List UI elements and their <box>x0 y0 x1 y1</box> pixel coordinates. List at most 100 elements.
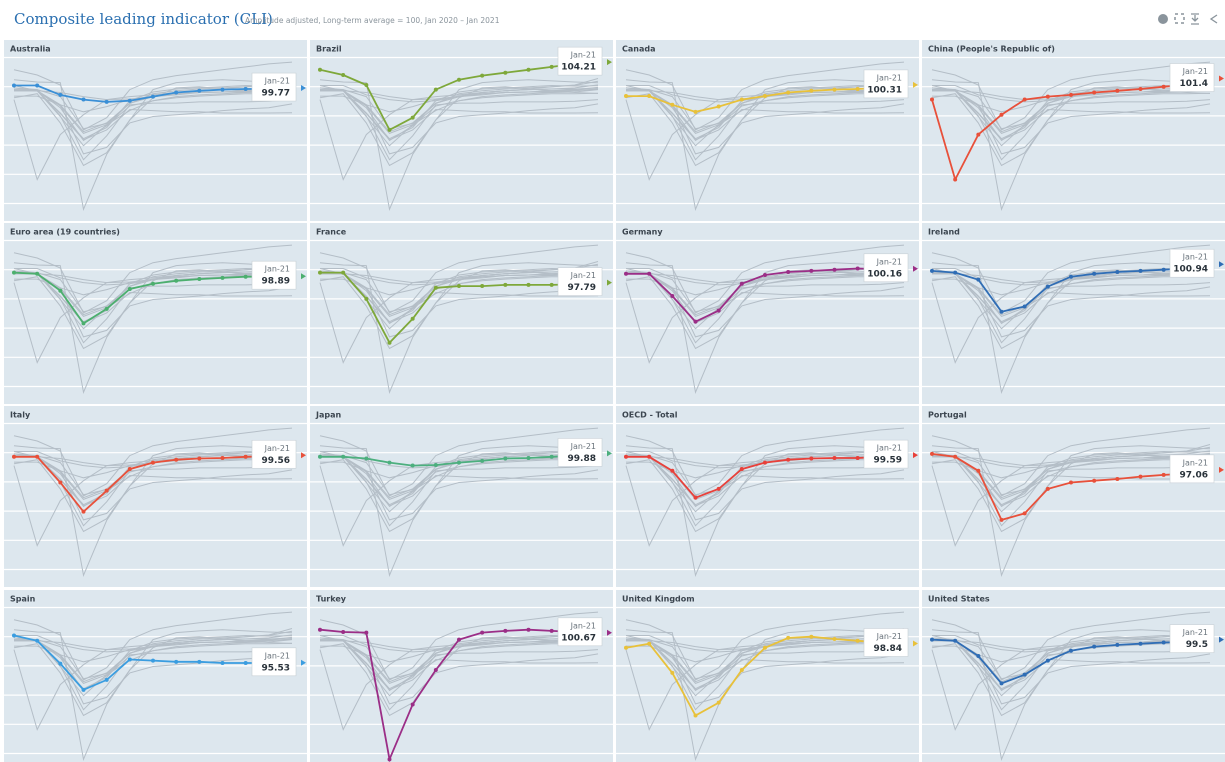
panel-background <box>4 406 307 587</box>
callout-value: 100.94 <box>1173 265 1208 275</box>
point <box>81 687 86 692</box>
context-line <box>13 269 293 350</box>
panel-background <box>4 40 307 221</box>
panel: Turkey Jan-21 100.67 <box>310 590 613 762</box>
point <box>480 73 485 78</box>
callout <box>557 617 603 647</box>
point <box>855 455 860 460</box>
point <box>953 454 958 459</box>
end-marker <box>1219 636 1224 643</box>
point <box>341 454 346 459</box>
point <box>503 456 508 461</box>
share-icon[interactable] <box>1209 14 1218 24</box>
callout <box>557 438 603 467</box>
context-line <box>625 262 905 395</box>
point <box>832 87 837 92</box>
point <box>976 653 981 658</box>
point <box>855 638 860 643</box>
point <box>151 658 155 663</box>
context-line <box>931 446 1211 496</box>
panel: Italy Jan-21 99.56 <box>4 406 307 587</box>
end-marker <box>1219 75 1224 82</box>
point <box>739 97 744 102</box>
context-line <box>931 269 1211 350</box>
point <box>58 92 63 97</box>
point <box>526 627 531 632</box>
point <box>197 456 202 461</box>
point <box>503 282 508 287</box>
expand-icon[interactable] <box>1174 13 1185 24</box>
context-line <box>319 262 599 395</box>
callout-value: 97.06 <box>1180 470 1208 480</box>
point <box>503 628 508 633</box>
point <box>12 83 16 88</box>
point <box>1022 97 1027 102</box>
context-line <box>625 272 905 317</box>
panel-background <box>616 590 919 762</box>
point <box>81 321 86 326</box>
context-line <box>625 446 905 496</box>
point <box>739 281 744 286</box>
context-line <box>319 639 599 684</box>
point <box>457 77 461 82</box>
point <box>1138 268 1143 273</box>
end-marker <box>301 452 306 459</box>
context-line <box>13 89 293 134</box>
panel: Brazil Jan-21 104.21 <box>310 40 613 221</box>
point <box>104 306 109 311</box>
point <box>1069 648 1073 653</box>
end-marker <box>301 659 306 666</box>
panel-title: United States <box>928 595 990 604</box>
point <box>457 637 461 642</box>
point <box>763 460 767 465</box>
callout-value: 95.53 <box>262 663 290 673</box>
point <box>549 64 554 69</box>
context-line <box>625 451 905 507</box>
callout-date: Jan-21 <box>876 632 902 641</box>
context-line <box>13 85 293 141</box>
point <box>763 645 767 650</box>
context-line <box>625 269 905 350</box>
point <box>739 667 744 672</box>
context-line <box>625 629 905 762</box>
context-line <box>319 453 599 521</box>
toolbar[interactable] <box>1158 13 1218 25</box>
point <box>1115 476 1120 481</box>
point <box>220 660 225 665</box>
point <box>693 713 698 718</box>
panel-title: OECD - Total <box>622 411 678 420</box>
point <box>624 94 628 99</box>
panel-background <box>922 406 1225 587</box>
point <box>739 467 744 472</box>
context-line <box>319 86 599 167</box>
callout <box>251 260 297 290</box>
context-line <box>931 451 1211 507</box>
point <box>1045 486 1050 491</box>
callout <box>863 628 909 657</box>
context-line <box>13 445 293 578</box>
point <box>716 308 721 313</box>
download-icon[interactable] <box>1191 13 1199 25</box>
point <box>763 94 767 99</box>
panel-title: Australia <box>10 45 51 54</box>
callout-date: Jan-21 <box>876 257 902 266</box>
info-icon[interactable] <box>1158 14 1168 24</box>
point <box>174 457 179 462</box>
point <box>364 456 369 461</box>
point <box>809 88 814 93</box>
point <box>151 94 155 99</box>
context-line <box>931 86 1211 167</box>
context-line <box>931 262 1211 395</box>
callout-date: Jan-21 <box>876 73 902 82</box>
context-line <box>13 446 293 496</box>
context-line <box>13 87 293 155</box>
panel-background <box>616 40 919 221</box>
callout <box>251 439 297 469</box>
point <box>35 638 40 643</box>
point <box>220 87 225 92</box>
point <box>1138 87 1143 92</box>
panel-title: Spain <box>10 595 36 604</box>
context-line <box>319 637 599 705</box>
point <box>647 454 652 459</box>
callout-value: 99.5 <box>1186 640 1208 650</box>
